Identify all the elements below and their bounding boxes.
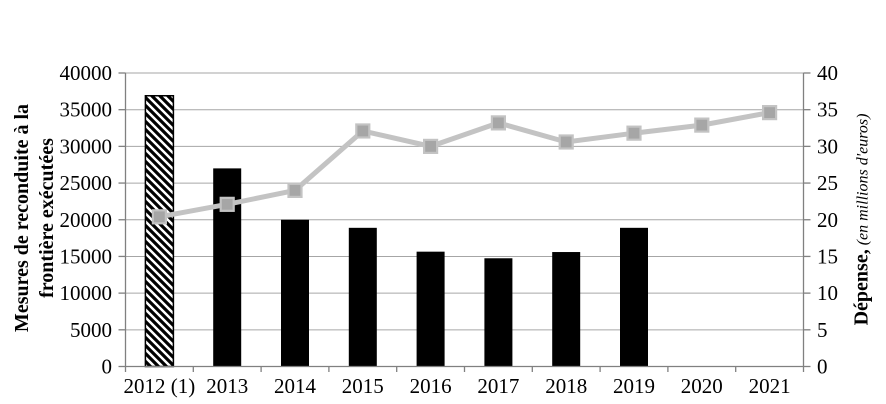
- x-tick-label: 2018: [545, 374, 587, 398]
- y-right-tick-label: 15: [817, 244, 838, 268]
- line-marker-2020: [694, 117, 710, 133]
- y-left-tick-label: 10000: [60, 281, 113, 305]
- y-left-tick-label: 35000: [60, 98, 113, 122]
- y-right-tick-label: 25: [817, 171, 838, 195]
- x-tick-label: 2020: [681, 374, 723, 398]
- line-marker-2013: [219, 196, 235, 212]
- y-left-tick-label: 20000: [60, 208, 113, 232]
- line-marker-2012: [151, 209, 167, 225]
- bar-2018: [552, 252, 581, 367]
- bar-2016: [416, 251, 445, 367]
- bar-2012: [144, 94, 175, 368]
- line-marker-2015: [355, 123, 371, 139]
- x-tick-label: 2019: [613, 374, 655, 398]
- x-tick-label: 2013: [206, 374, 248, 398]
- line-marker-2018: [558, 134, 574, 150]
- y-left-tick-label: 0: [102, 355, 113, 379]
- right-axis-title: Dépense, (en millions d'euros): [851, 40, 874, 400]
- expense-line: [158, 110, 771, 220]
- right-axis-title-unit: (en millions d'euros): [854, 113, 872, 246]
- y-right-tick-label: 5: [817, 318, 828, 342]
- x-tick-label: 2015: [342, 374, 384, 398]
- x-tick-label: 2016: [410, 374, 452, 398]
- bar-2019: [620, 227, 648, 367]
- y-right-tick-label: 40: [817, 61, 838, 85]
- y-left-tick-label: 25000: [60, 171, 113, 195]
- y-right-tick-label: 10: [817, 281, 838, 305]
- bar-2014: [281, 219, 309, 367]
- y-right-tick-label: 30: [817, 134, 838, 158]
- bar-2017: [484, 258, 513, 367]
- y-left-tick-label: 40000: [60, 61, 113, 85]
- bar-2015: [348, 227, 377, 367]
- y-left-tick-label: 15000: [60, 244, 113, 268]
- x-tick-label: 2017: [477, 374, 519, 398]
- line-marker-2017: [490, 115, 506, 131]
- line-marker-2014: [287, 182, 303, 198]
- x-tick-label: 2012 (1): [124, 374, 196, 398]
- x-tick-label: 2014: [274, 374, 317, 398]
- y-left-tick-label: 5000: [70, 318, 112, 342]
- y-right-tick-label: 0: [817, 355, 828, 379]
- y-right-tick-label: 35: [817, 98, 838, 122]
- y-right-tick-label: 20: [817, 208, 838, 232]
- y-left-tick-label: 30000: [60, 134, 113, 158]
- line-marker-2016: [423, 138, 439, 154]
- right-axis-title-main: Dépense,: [850, 249, 873, 326]
- left-axis-title: Mesures de reconduite à la frontière exé…: [11, 103, 58, 333]
- line-marker-2019: [626, 125, 642, 141]
- line-marker-2021: [761, 105, 778, 121]
- x-tick-label: 2021: [749, 374, 791, 398]
